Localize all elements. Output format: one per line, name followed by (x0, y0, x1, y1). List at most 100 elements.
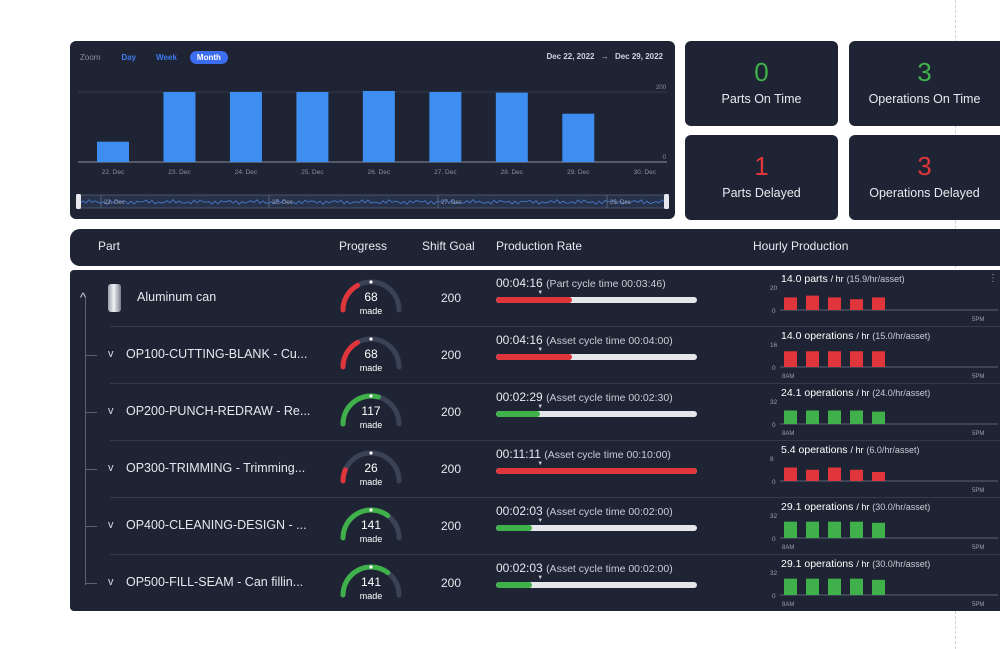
kpi-parts-delayed: 1 Parts Delayed (685, 135, 838, 220)
progress-gauge (340, 564, 402, 598)
made-count: 117 (361, 404, 381, 418)
hourly-per-asset: (15.9/hr/asset) (846, 274, 905, 284)
chart-bar (429, 92, 462, 162)
x-tick-label: 22. Dec (102, 169, 125, 176)
column-header-production-rate[interactable]: Production Rate (496, 239, 583, 253)
made-count: 141 (360, 575, 382, 589)
column-header-shift-goal[interactable]: Shift Goal (422, 239, 475, 253)
expand-chevron-icon[interactable]: v (108, 405, 114, 417)
operation-name[interactable]: OP100-CUTTING-BLANK - Cu... (126, 347, 308, 361)
part-name[interactable]: Aluminum can (137, 290, 217, 304)
rate-progress-fill (496, 525, 533, 531)
hourly-bar (828, 351, 841, 367)
hourly-bar (806, 521, 819, 538)
row-divider (110, 326, 1000, 327)
rate-time-value: 00:04:16 (496, 276, 543, 290)
operation-name[interactable]: OP200-PUNCH-REDRAW - Re... (126, 404, 311, 418)
x-tick-label: 29. Dec (567, 169, 590, 176)
daily-production-chart: 0 200 22. Dec 23. Dec 24. Dec 25. Dec 26. Dec 2… (76, 85, 669, 209)
made-label: made (359, 420, 383, 430)
rate-marker-icon: ▼ (537, 347, 544, 353)
kpi-value: 3 (917, 151, 932, 181)
date-range[interactable]: Dec 22, 2022 → Dec 29, 2022 (546, 52, 663, 61)
rate-time-value: 00:02:29 (496, 390, 543, 404)
rate-marker-icon: ▼ (537, 518, 544, 524)
column-header-progress[interactable]: Progress (339, 239, 388, 253)
column-header-hourly-production[interactable]: Hourly Production (753, 239, 849, 253)
made-label: made (359, 534, 383, 544)
production-rate: 00:02:03 (Asset cycle time 00:02:00) (496, 504, 673, 518)
hourly-y-min: 0 (772, 593, 776, 600)
hourly-per-asset: (30.0/hr/asset) (872, 559, 931, 569)
kpi-label: Operations Delayed (869, 186, 980, 200)
hourly-unit: / hr (856, 559, 870, 569)
zoom-day-button[interactable]: Day (121, 53, 137, 62)
table-row: ^ Aluminum can 68 made 200 00:04:16 (Part cyc… (70, 270, 1000, 327)
zoom-label: Zoom (80, 53, 101, 62)
made-label: made (359, 591, 383, 601)
zoom-week-button[interactable]: Week (156, 53, 177, 62)
rate-progress-bar (496, 525, 697, 531)
rate-progress-bar (496, 468, 697, 474)
more-options-icon[interactable]: ⋮ (988, 273, 998, 284)
hourly-bar (828, 467, 841, 481)
x-tick-label: 26. Dec (368, 169, 391, 176)
date-range-end: Dec 29, 2022 (614, 52, 663, 61)
hourly-per-asset: (15.0/hr/asset) (872, 331, 931, 341)
hourly-production-chart: 32 0 8AM 5PM (770, 570, 998, 608)
hourly-value: 29.1 operations (781, 501, 854, 513)
progress-gauge (340, 336, 402, 370)
operation-name[interactable]: OP500-FILL-SEAM - Can fillin... (126, 575, 304, 589)
cycle-time: (Asset cycle time 00:10:00) (544, 449, 671, 461)
hourly-y-min: 0 (772, 422, 776, 429)
hourly-y-max: 16 (770, 342, 778, 349)
collapse-icon[interactable]: ^ (80, 290, 87, 305)
hourly-bar (806, 295, 819, 310)
expand-chevron-icon[interactable]: v (108, 519, 114, 531)
kpi-value: 0 (754, 57, 769, 87)
hourly-bar (850, 299, 863, 310)
kpi-operations-delayed: 3 Operations Delayed (849, 135, 1000, 220)
expand-chevron-icon[interactable]: v (108, 576, 114, 588)
date-range-arrow: → (600, 52, 609, 61)
operation-name[interactable]: OP400-CLEANING-DESIGN - ... (126, 518, 307, 532)
hourly-x-end: 5PM (972, 317, 984, 323)
hourly-bar (784, 410, 797, 424)
column-header-part[interactable]: Part (98, 239, 121, 253)
chart-bar (495, 92, 528, 162)
shift-goal: 200 (440, 519, 462, 533)
expand-chevron-icon[interactable]: v (108, 348, 114, 360)
hourly-x-end: 5PM (972, 488, 984, 494)
hourly-bar (872, 351, 885, 367)
expand-chevron-icon[interactable]: v (108, 462, 114, 474)
navigator-right-handle (664, 194, 669, 209)
date-range-start: Dec 22, 2022 (546, 52, 595, 61)
cycle-time: (Asset cycle time 00:02:30) (546, 392, 673, 404)
made-count: 68 (364, 290, 378, 304)
y-tick-label: 0 (663, 155, 667, 161)
hourly-bar (784, 521, 797, 538)
y-tick-label: 200 (656, 85, 667, 91)
zoom-month-button[interactable]: Month (189, 51, 228, 64)
rate-progress-fill (496, 468, 697, 474)
cycle-time: (Asset cycle time 00:02:00) (546, 506, 673, 518)
hourly-bar (784, 297, 797, 310)
operation-name[interactable]: OP300-TRIMMING - Trimming... (126, 461, 306, 475)
gauge-fill (340, 339, 361, 370)
kpi-value: 3 (917, 57, 932, 87)
rate-time-value: 00:02:03 (496, 561, 543, 575)
rate-time-value: 00:02:03 (496, 504, 543, 518)
hourly-bar (850, 469, 863, 481)
shift-goal: 200 (440, 291, 462, 305)
made-label: made (359, 363, 383, 373)
hourly-y-min: 0 (772, 479, 776, 486)
gauge-fill (340, 507, 391, 541)
gauge-fill (340, 393, 381, 427)
hourly-per-asset: (30.0/hr/asset) (872, 502, 931, 512)
row-divider (110, 554, 1000, 555)
row-divider (110, 497, 1000, 498)
hourly-bar (784, 351, 797, 367)
progress-gauge (340, 507, 402, 541)
chart-bar (362, 90, 395, 162)
hourly-production-summary: 14.0 parts / hr (15.9/hr/asset) (781, 273, 905, 285)
